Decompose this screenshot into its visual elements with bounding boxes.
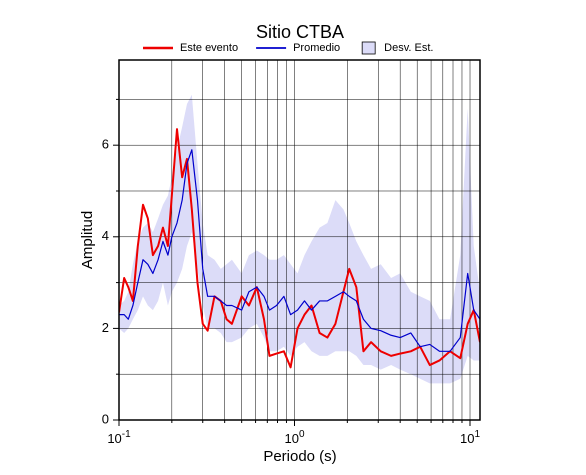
x-tick-label: 101: [460, 429, 480, 447]
series-line: [119, 149, 480, 352]
legend-label: Promedio: [293, 42, 340, 54]
x-tick-label: 10-1: [107, 429, 131, 447]
x-tick-exponent: 0: [299, 429, 305, 440]
x-tick-label: 100: [284, 429, 304, 447]
y-tick-label: 4: [102, 228, 109, 243]
x-tick-base: 10: [107, 431, 121, 446]
legend-swatch: [361, 41, 376, 55]
x-tick-base: 10: [284, 431, 298, 446]
legend-label: Desv. Est.: [384, 42, 433, 54]
x-tick-exponent: 1: [474, 429, 480, 440]
y-tick-label: 0: [102, 411, 109, 426]
x-tick-exponent: -1: [122, 429, 131, 440]
legend-label: Este evento: [180, 42, 238, 54]
y-tick-label: 2: [102, 320, 109, 335]
y-tick-label: 6: [102, 137, 109, 152]
chart-title: Sitio CTBA: [256, 22, 344, 42]
y-axis-label: Amplitud: [79, 211, 96, 269]
series-line: [119, 128, 480, 369]
plot-frame: [118, 59, 481, 421]
std-band: [119, 94, 480, 384]
x-axis-label: Periodo (s): [263, 448, 336, 465]
x-tick-base: 10: [460, 431, 474, 446]
